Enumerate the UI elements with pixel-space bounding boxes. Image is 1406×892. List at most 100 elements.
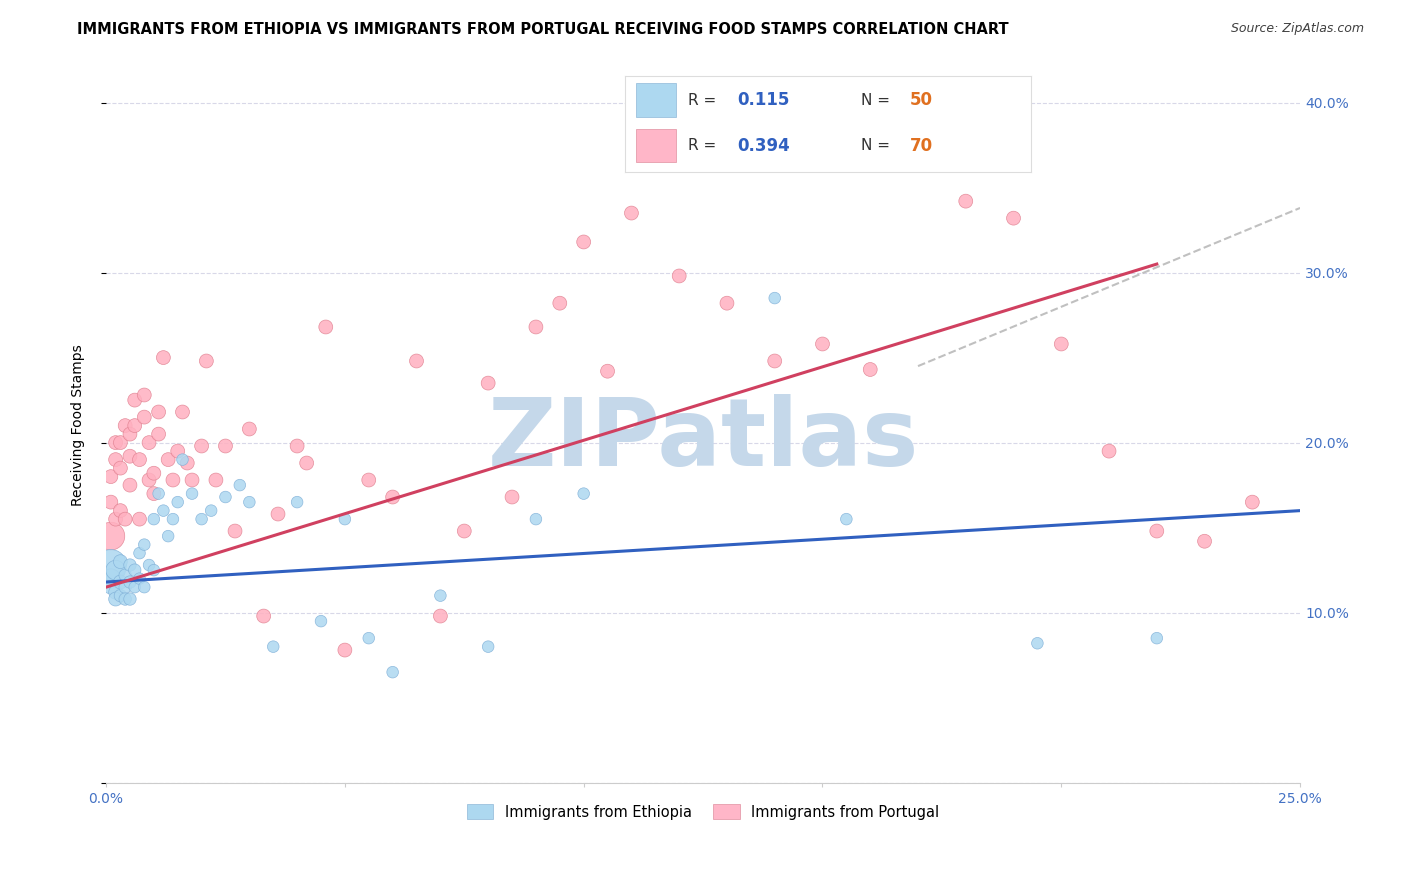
Point xyxy=(148,405,170,419)
Point xyxy=(381,665,404,680)
Point xyxy=(138,473,160,487)
Point xyxy=(214,490,236,504)
Point xyxy=(181,486,204,500)
Point xyxy=(118,449,141,463)
Point xyxy=(142,512,165,526)
Point xyxy=(100,558,122,572)
Point xyxy=(128,452,150,467)
Text: IMMIGRANTS FROM ETHIOPIA VS IMMIGRANTS FROM PORTUGAL RECEIVING FOOD STAMPS CORRE: IMMIGRANTS FROM ETHIOPIA VS IMMIGRANTS F… xyxy=(77,22,1010,37)
Point xyxy=(453,524,475,538)
Point xyxy=(859,362,882,376)
Point xyxy=(157,452,180,467)
Point xyxy=(166,444,188,458)
Point xyxy=(114,592,136,607)
Text: Source: ZipAtlas.com: Source: ZipAtlas.com xyxy=(1230,22,1364,36)
Point xyxy=(190,512,212,526)
Point xyxy=(238,422,260,436)
Point xyxy=(907,138,929,153)
Point xyxy=(501,490,523,504)
Point xyxy=(138,558,160,572)
Point xyxy=(1098,444,1121,458)
Point xyxy=(134,538,156,552)
Point xyxy=(124,393,146,408)
Point xyxy=(124,418,146,433)
Point xyxy=(524,512,547,526)
Point xyxy=(104,512,127,526)
Point xyxy=(138,435,160,450)
Point xyxy=(148,486,170,500)
Point xyxy=(100,495,122,509)
Point xyxy=(224,524,246,538)
Point xyxy=(104,592,127,607)
Point xyxy=(315,320,337,334)
Point xyxy=(134,580,156,594)
Point xyxy=(285,495,308,509)
Point xyxy=(572,235,595,249)
Point xyxy=(620,206,643,220)
Y-axis label: Receiving Food Stamps: Receiving Food Stamps xyxy=(72,344,86,507)
Point xyxy=(124,563,146,577)
Point xyxy=(100,580,122,594)
Point xyxy=(128,546,150,560)
Point xyxy=(333,512,356,526)
Point xyxy=(114,418,136,433)
Point xyxy=(142,486,165,500)
Point xyxy=(114,512,136,526)
Point xyxy=(110,503,132,517)
Point xyxy=(811,337,834,351)
Point xyxy=(134,410,156,425)
Point xyxy=(118,558,141,572)
Point xyxy=(162,512,184,526)
Point xyxy=(118,427,141,442)
Point xyxy=(763,291,786,305)
Point xyxy=(152,503,174,517)
Point xyxy=(214,439,236,453)
Point xyxy=(190,439,212,453)
Point xyxy=(104,452,127,467)
Point xyxy=(157,529,180,543)
Point xyxy=(253,609,276,624)
Point xyxy=(148,427,170,442)
Point xyxy=(142,467,165,481)
Point xyxy=(1146,631,1168,645)
Point xyxy=(128,512,150,526)
Text: ZIPatlas: ZIPatlas xyxy=(488,394,918,486)
Point xyxy=(381,490,404,504)
Point xyxy=(142,563,165,577)
Point xyxy=(668,268,690,283)
Point xyxy=(195,354,218,368)
Point xyxy=(295,456,318,470)
Point xyxy=(172,405,194,419)
Point xyxy=(572,486,595,500)
Point xyxy=(229,478,252,492)
Point xyxy=(835,512,858,526)
Point xyxy=(104,563,127,577)
Point xyxy=(114,580,136,594)
Point xyxy=(429,609,451,624)
Point xyxy=(429,589,451,603)
Point xyxy=(238,495,260,509)
Point xyxy=(104,585,127,599)
Point xyxy=(309,614,332,628)
Point xyxy=(596,364,619,378)
Point xyxy=(118,592,141,607)
Point xyxy=(176,456,198,470)
Point xyxy=(118,478,141,492)
Point xyxy=(110,589,132,603)
Point xyxy=(1002,211,1025,226)
Point xyxy=(128,572,150,586)
Point xyxy=(124,580,146,594)
Point xyxy=(1026,636,1049,650)
Point xyxy=(1194,534,1216,549)
Point xyxy=(763,354,786,368)
Point xyxy=(205,473,228,487)
Point xyxy=(118,575,141,590)
Point xyxy=(477,376,499,390)
Point xyxy=(166,495,188,509)
Point xyxy=(357,473,380,487)
Point xyxy=(405,354,427,368)
Point xyxy=(110,575,132,590)
Point xyxy=(134,388,156,402)
Point xyxy=(716,296,738,310)
Point xyxy=(181,473,204,487)
